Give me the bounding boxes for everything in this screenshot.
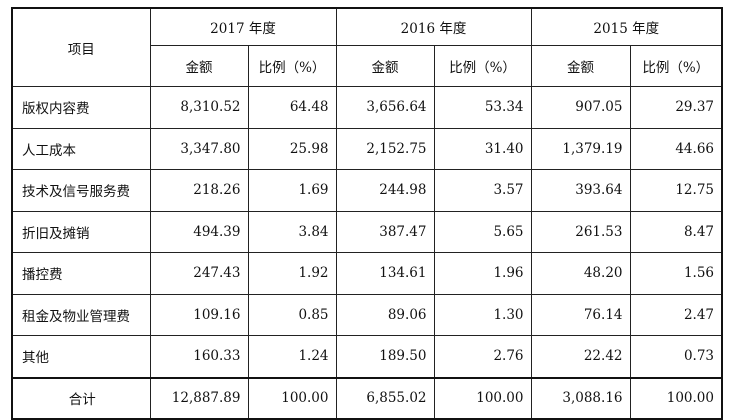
ratio-cell: 12.75 (629, 169, 723, 212)
ratio-cell: 53.34 (433, 86, 532, 129)
ratio-header: 比例（%） (629, 45, 723, 87)
table-row: 其他 160.33 1.24 189.50 2.76 22.42 0.73 (11, 335, 723, 378)
header-row-columns: 金额 比例（%） 金额 比例（%） 金额 比例（%） (12, 45, 723, 87)
year-header-2016: 2016 年度 (335, 7, 532, 46)
ratio-cell: 3.57 (433, 169, 532, 212)
ratio-cell: 1.96 (433, 252, 532, 295)
ratio-cell: 1.69 (247, 169, 337, 212)
ratio-cell: 5.65 (433, 210, 532, 253)
header-row-years: 项目 2017 年度 2016 年度 2015 年度 (11, 7, 723, 87)
amount-cell: 261.53 (530, 210, 631, 253)
row-label: 播控费 (11, 252, 151, 295)
amount-header: 金额 (530, 45, 631, 87)
total-ratio-cell: 100.00 (433, 376, 532, 420)
total-amount-cell: 6,855.02 (335, 376, 435, 420)
ratio-cell: 2.76 (433, 335, 532, 378)
row-label: 人工成本 (11, 127, 151, 170)
amount-cell: 244.98 (335, 169, 435, 212)
ratio-cell: 0.73 (629, 335, 723, 378)
amount-header: 金额 (149, 45, 249, 87)
year-header-2017: 2017 年度 (149, 7, 337, 46)
row-label: 版权内容费 (11, 86, 151, 129)
ratio-cell: 64.48 (247, 86, 337, 129)
amount-cell: 218.26 (149, 169, 249, 212)
total-row: 合计 12,887.89 100.00 6,855.02 100.00 3,08… (11, 376, 723, 420)
ratio-cell: 1.92 (247, 252, 337, 295)
amount-cell: 89.06 (335, 293, 435, 336)
total-ratio-cell: 100.00 (629, 376, 723, 420)
ratio-cell: 29.37 (629, 86, 723, 129)
amount-cell: 387.47 (335, 210, 435, 253)
amount-cell: 22.42 (530, 335, 631, 378)
ratio-cell: 1.24 (247, 335, 337, 378)
amount-cell: 160.33 (149, 335, 249, 378)
year-header-2015: 2015 年度 (530, 7, 723, 46)
ratio-cell: 31.40 (433, 127, 532, 170)
row-label: 其他 (11, 335, 151, 378)
table-row: 播控费 247.43 1.92 134.61 1.96 48.20 1.56 (11, 252, 723, 295)
ratio-cell: 1.56 (629, 252, 723, 295)
ratio-cell: 3.84 (247, 210, 337, 253)
amount-header: 金额 (335, 45, 435, 87)
total-label: 合计 (11, 376, 151, 420)
amount-cell: 109.16 (149, 293, 249, 336)
ratio-cell: 2.47 (629, 293, 723, 336)
amount-cell: 8,310.52 (149, 86, 249, 129)
row-label: 折旧及摊销 (11, 210, 151, 253)
total-ratio-cell: 100.00 (247, 376, 337, 420)
amount-cell: 3,656.64 (335, 86, 435, 129)
ratio-cell: 8.47 (629, 210, 723, 253)
ratio-cell: 1.30 (433, 293, 532, 336)
amount-cell: 247.43 (149, 252, 249, 295)
row-label: 租金及物业管理费 (11, 293, 151, 336)
amount-cell: 393.64 (530, 169, 631, 212)
item-header: 项目 (11, 7, 151, 87)
amount-cell: 134.61 (335, 252, 435, 295)
amount-cell: 1,379.19 (530, 127, 631, 170)
table-row: 技术及信号服务费 218.26 1.69 244.98 3.57 393.64 … (11, 169, 723, 212)
ratio-cell: 25.98 (247, 127, 337, 170)
table-row: 版权内容费 8,310.52 64.48 3,656.64 53.34 907.… (11, 86, 723, 129)
total-amount-cell: 12,887.89 (149, 376, 249, 420)
amount-cell: 48.20 (530, 252, 631, 295)
amount-cell: 189.50 (335, 335, 435, 378)
amount-cell: 494.39 (149, 210, 249, 253)
amount-cell: 907.05 (530, 86, 631, 129)
total-amount-cell: 3,088.16 (530, 376, 631, 420)
table-row: 租金及物业管理费 109.16 0.85 89.06 1.30 76.14 2.… (11, 293, 723, 336)
amount-cell: 2,152.75 (335, 127, 435, 170)
table-row: 人工成本 3,347.80 25.98 2,152.75 31.40 1,379… (11, 127, 723, 170)
amount-cell: 3,347.80 (149, 127, 249, 170)
ratio-header: 比例（%） (433, 45, 532, 87)
ratio-cell: 0.85 (247, 293, 337, 336)
ratio-cell: 44.66 (629, 127, 723, 170)
row-label: 技术及信号服务费 (11, 169, 151, 212)
ratio-header: 比例（%） (247, 45, 337, 87)
table-row: 折旧及摊销 494.39 3.84 387.47 5.65 261.53 8.4… (11, 210, 723, 253)
cost-table: 项目 2017 年度 2016 年度 2015 年度 金额 比例（%） 金额 比… (11, 7, 723, 420)
amount-cell: 76.14 (530, 293, 631, 336)
